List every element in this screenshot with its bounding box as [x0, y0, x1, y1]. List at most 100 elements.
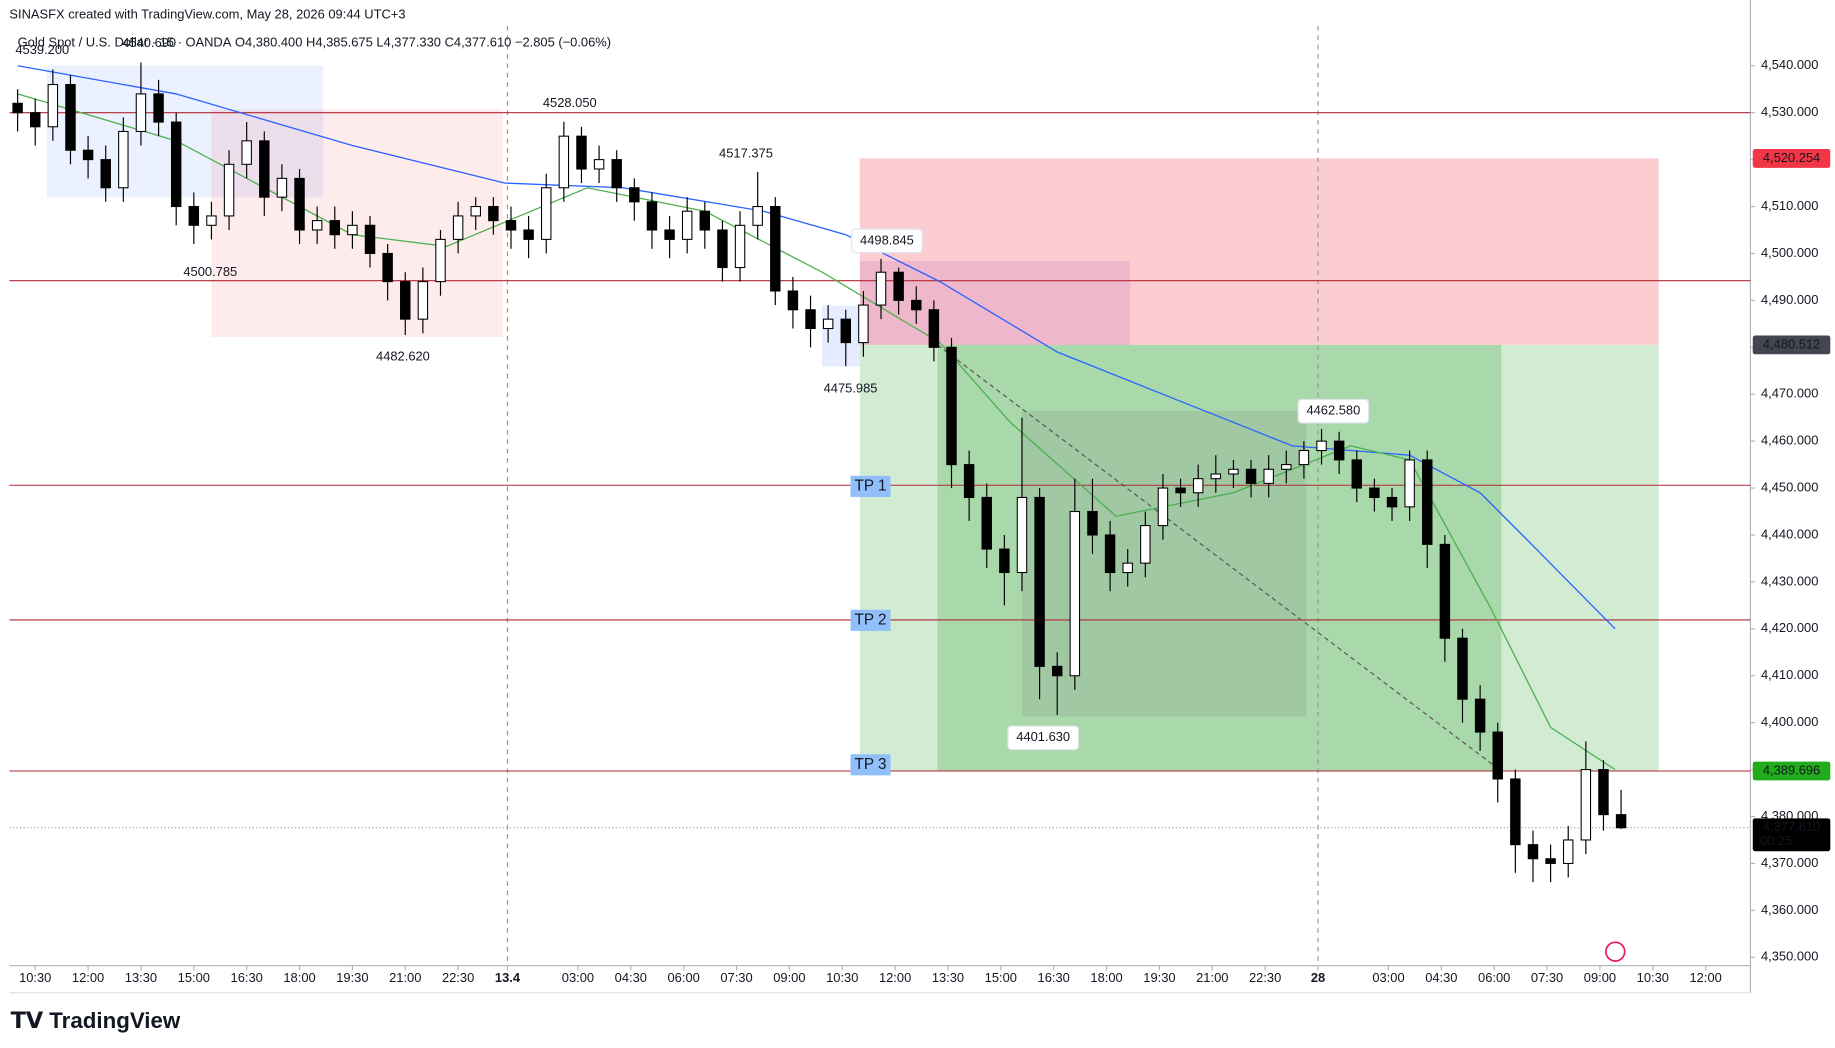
ohlc-label: H — [306, 35, 315, 50]
candle-body — [294, 177, 305, 231]
y-tick-label: 4,360.000 — [1761, 902, 1818, 917]
candle-body — [646, 201, 658, 231]
x-tick-label: 03:00 — [562, 970, 594, 985]
zone — [859, 260, 1131, 345]
candle-body — [1369, 487, 1380, 498]
y-tick-label: 4,540.000 — [1761, 57, 1818, 72]
brand: 𝗧𝗩 TradingView — [11, 1008, 181, 1033]
tp-box — [850, 475, 891, 497]
candle-body — [540, 187, 552, 240]
x-tick-label: 22:30 — [442, 970, 474, 985]
candle-body — [717, 229, 728, 269]
candle-body — [1457, 637, 1468, 700]
candle-body — [1422, 459, 1433, 545]
countdown: 00:25 — [1760, 833, 1792, 848]
x-tick-label: 19:30 — [1143, 970, 1175, 985]
candle-body — [435, 238, 446, 283]
x-tick-label: 15:00 — [178, 970, 210, 985]
candle-body — [911, 299, 922, 311]
candle-body — [946, 346, 957, 466]
y-tick-label: 4,530.000 — [1761, 104, 1818, 119]
ohlc-label: O — [235, 35, 245, 50]
candle-body — [1527, 844, 1539, 860]
annotation: 4539.200 — [15, 42, 69, 57]
y-tick-label: 4,470.000 — [1761, 386, 1818, 401]
candle-body — [1545, 858, 1556, 864]
candle-body — [276, 177, 288, 198]
candle-body — [1492, 731, 1503, 780]
candle-body — [47, 84, 59, 128]
candle-body — [65, 84, 76, 151]
candle-body — [382, 252, 393, 283]
x-tick-label: 13.4 — [495, 970, 521, 985]
candle-body — [1404, 459, 1415, 508]
candle-body — [822, 318, 834, 330]
candle-body — [30, 112, 41, 128]
candle-body — [593, 159, 605, 170]
price-badge — [1752, 335, 1831, 355]
candle-body — [505, 220, 517, 231]
price-badge-label: 4,480.512 — [1763, 336, 1820, 351]
y-tick-label: 4,420.000 — [1761, 620, 1818, 635]
candle-body — [699, 210, 711, 231]
tp-label: TP 3 — [855, 756, 887, 773]
x-tick-label: 12:00 — [1690, 970, 1722, 985]
candle-body — [875, 271, 887, 306]
candle-body — [1351, 459, 1363, 489]
candle-body — [1333, 440, 1345, 461]
x-tick-label: 18:00 — [283, 970, 315, 985]
candle-body — [135, 93, 147, 132]
candle-body — [928, 309, 940, 348]
annotation: 4401.630 — [1016, 729, 1070, 744]
candle-body — [1615, 814, 1627, 829]
price-badge-label: 4,377.610 — [1763, 819, 1820, 834]
candle-body — [787, 290, 799, 311]
candle-body — [452, 215, 464, 240]
candle-body — [400, 281, 411, 320]
y-tick-label: 4,510.000 — [1761, 198, 1818, 213]
candle-body — [858, 304, 869, 344]
x-tick-label: 06:00 — [1478, 970, 1510, 985]
change: −2.805 (−0.06%) — [515, 35, 611, 50]
candle-body — [1263, 468, 1274, 484]
y-tick-label: 4,460.000 — [1761, 433, 1818, 448]
x-tick-label: 28 — [1311, 970, 1325, 985]
candle-body — [241, 140, 252, 165]
y-tick-label: 4,400.000 — [1761, 714, 1818, 729]
x-tick-label: 16:30 — [231, 970, 263, 985]
candle-body — [100, 159, 111, 189]
annotation: 4517.375 — [719, 145, 773, 160]
candle-body — [1087, 510, 1098, 536]
chart-title: SINASFX created with TradingView.com, Ma… — [9, 7, 405, 22]
candle-body — [1016, 496, 1028, 574]
candle-body — [1069, 510, 1081, 677]
candle-body — [1192, 478, 1204, 494]
candle-body — [1034, 496, 1045, 667]
ohlc-label: C — [445, 35, 454, 50]
moving-average — [17, 93, 1616, 771]
x-tick-label: 03:00 — [1372, 970, 1404, 985]
price-badge-label: 4,389.696 — [1763, 762, 1820, 777]
y-tick-label: 4,440.000 — [1761, 526, 1818, 541]
candle-body — [840, 318, 852, 344]
y-tick-label: 4,370.000 — [1761, 855, 1818, 870]
candle-body — [558, 135, 570, 189]
candle-body — [1474, 698, 1486, 733]
x-tick-label: 13:30 — [932, 970, 964, 985]
candle-body — [1122, 562, 1133, 574]
x-tick-label: 09:00 — [773, 970, 805, 985]
y-tick-label: 4,490.000 — [1761, 292, 1818, 307]
candle-body — [1598, 769, 1609, 816]
zone — [859, 344, 1659, 772]
candle-body — [981, 496, 992, 550]
x-tick-label: 12:00 — [72, 970, 104, 985]
x-tick-label: 04:30 — [1425, 970, 1457, 985]
x-tick-label: 07:30 — [1531, 970, 1563, 985]
candle-body — [170, 121, 182, 208]
candle-body — [805, 309, 816, 330]
candle-body — [1245, 468, 1257, 484]
annotation-box — [1007, 725, 1080, 751]
candle-body — [1228, 468, 1239, 475]
